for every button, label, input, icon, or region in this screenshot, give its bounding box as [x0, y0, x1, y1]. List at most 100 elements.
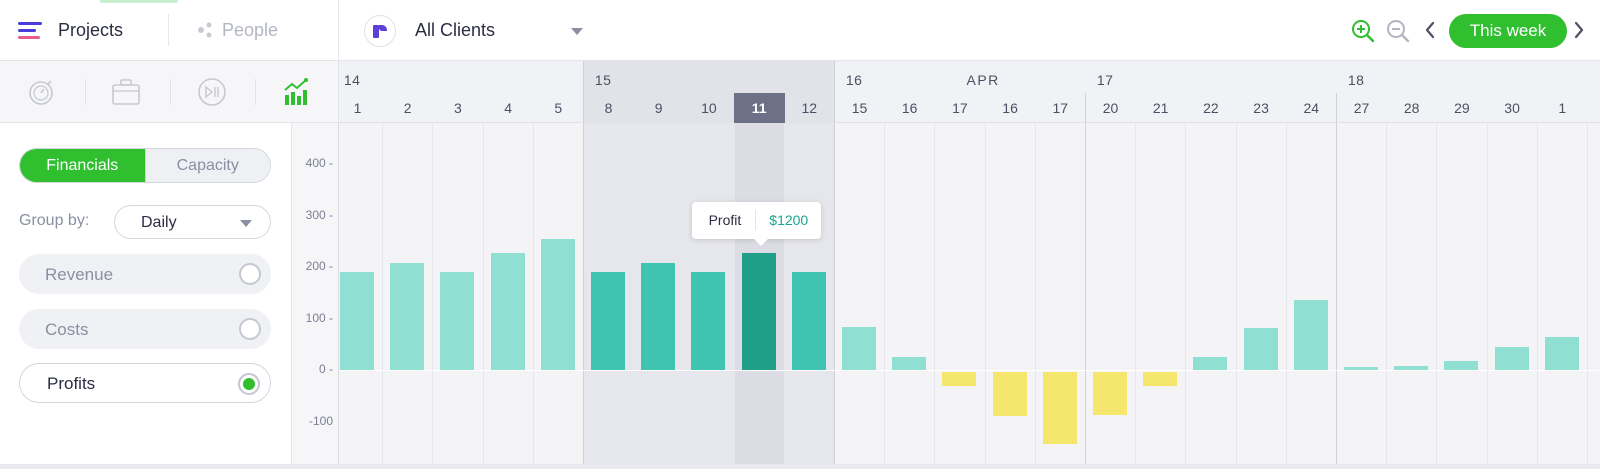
bar-negative[interactable] [942, 372, 977, 387]
chevron-right-icon[interactable] [1573, 20, 1585, 40]
bar[interactable] [791, 272, 826, 370]
stopwatch-icon[interactable] [24, 75, 58, 109]
bar-selected[interactable] [741, 252, 776, 370]
bar[interactable] [842, 326, 876, 370]
day-label[interactable]: 2 [403, 100, 412, 116]
bar[interactable] [691, 272, 726, 370]
day-label[interactable]: 21 [1152, 100, 1169, 116]
bar[interactable] [1243, 327, 1278, 370]
nav-people-label: People [222, 19, 279, 40]
day-label[interactable]: 16 [1002, 100, 1018, 116]
day-label[interactable]: 1 [1558, 100, 1567, 116]
day-gridline [683, 123, 685, 469]
day-label[interactable]: 28 [1403, 100, 1420, 116]
bar[interactable] [1494, 347, 1529, 370]
bottom-scrollbar[interactable] [0, 464, 1600, 469]
chevron-left-icon[interactable] [1424, 20, 1436, 40]
nav-people-tab[interactable]: People [196, 0, 278, 60]
view-divider [255, 79, 256, 105]
selected-week-header [582, 61, 834, 123]
day-gridline [1536, 123, 1538, 469]
day-label[interactable]: 29 [1454, 100, 1470, 116]
day-label[interactable]: 15 [851, 100, 868, 116]
day-label[interactable]: 10 [701, 100, 717, 116]
bar[interactable] [1544, 337, 1579, 370]
bar[interactable] [1344, 366, 1378, 370]
day-label[interactable]: 24 [1303, 100, 1320, 116]
client-filter-caret-icon[interactable] [571, 28, 583, 35]
bar[interactable] [540, 239, 575, 370]
metric-profits[interactable]: Profits [19, 363, 271, 403]
week-gridline [582, 61, 584, 469]
play-pause-icon[interactable] [195, 75, 229, 109]
day-label[interactable]: 30 [1504, 100, 1520, 116]
day-gridline [1285, 123, 1287, 469]
day-label[interactable]: 5 [554, 100, 563, 116]
day-label[interactable]: 8 [604, 100, 613, 116]
zoom-out-icon[interactable] [1386, 19, 1410, 43]
day-label[interactable]: 12 [801, 100, 818, 116]
bar[interactable] [390, 262, 425, 370]
day-label[interactable]: 17 [952, 100, 968, 116]
week-number-label: 17 [1096, 72, 1114, 88]
tooltip-value: $1200 [769, 212, 809, 229]
day-gridline [934, 123, 936, 469]
group-by-select[interactable]: Daily [114, 205, 271, 239]
financials-sidebar: Financials Capacity Group by: Daily Reve… [0, 123, 292, 469]
bar[interactable] [1394, 365, 1429, 370]
client-logo-icon[interactable] [364, 15, 396, 47]
day-label[interactable]: 23 [1253, 100, 1269, 116]
bar[interactable] [490, 252, 525, 370]
metric-label: Profits [47, 374, 96, 393]
nav-projects-tab[interactable]: Projects [18, 0, 123, 60]
bar-negative[interactable] [1143, 372, 1178, 387]
metric-costs[interactable]: Costs [19, 309, 271, 349]
group-by-label: Group by: [19, 212, 90, 229]
bar-negative[interactable] [992, 372, 1027, 417]
bar-negative[interactable] [1042, 372, 1077, 445]
bar[interactable] [340, 272, 374, 370]
day-gridline [482, 123, 484, 469]
chart-icon[interactable] [280, 75, 314, 109]
day-label[interactable]: 27 [1353, 100, 1370, 116]
day-label[interactable]: 9 [654, 100, 663, 116]
bar[interactable] [1293, 299, 1328, 370]
this-week-button[interactable]: This week [1449, 14, 1567, 48]
day-label[interactable]: 17 [1052, 100, 1069, 116]
day-label[interactable]: 1 [353, 100, 362, 116]
metric-radio[interactable] [239, 263, 261, 285]
metric-revenue[interactable]: Revenue [19, 254, 271, 294]
tab-capacity[interactable]: Capacity [144, 149, 270, 182]
bar[interactable] [591, 272, 625, 370]
tab-financials[interactable]: Financials [20, 149, 145, 182]
day-label[interactable]: 4 [504, 100, 512, 116]
header-divider [338, 0, 339, 60]
hamburger-menu-icon[interactable] [18, 21, 42, 39]
day-label[interactable]: 3 [453, 100, 462, 116]
day-label-selected[interactable]: 11 [733, 93, 785, 123]
bar[interactable] [440, 272, 475, 370]
zoom-in-icon[interactable] [1351, 19, 1375, 43]
view-divider [170, 79, 171, 105]
bar[interactable] [1444, 360, 1479, 370]
month-label: APR [966, 72, 1000, 88]
day-label[interactable]: 16 [901, 100, 918, 116]
briefcase-icon[interactable] [109, 75, 143, 109]
day-gridline [1034, 123, 1036, 469]
day-gridline [733, 123, 735, 469]
bar[interactable] [1193, 356, 1228, 370]
bar[interactable] [641, 262, 676, 370]
y-tick-label: 300 - [305, 207, 333, 222]
y-tick-label: 100 - [305, 310, 333, 325]
bar[interactable] [892, 356, 927, 370]
client-filter-value[interactable]: All Clients [415, 20, 496, 40]
day-label[interactable]: 20 [1102, 100, 1119, 116]
day-gridline [884, 123, 886, 469]
y-tick-label: 400 - [305, 156, 333, 170]
day-label[interactable]: 22 [1203, 100, 1219, 116]
bar-negative[interactable] [1093, 372, 1127, 416]
day-gridline [1436, 123, 1438, 469]
metric-radio-selected[interactable] [238, 373, 260, 395]
day-gridline [532, 123, 534, 469]
metric-radio[interactable] [239, 318, 261, 340]
